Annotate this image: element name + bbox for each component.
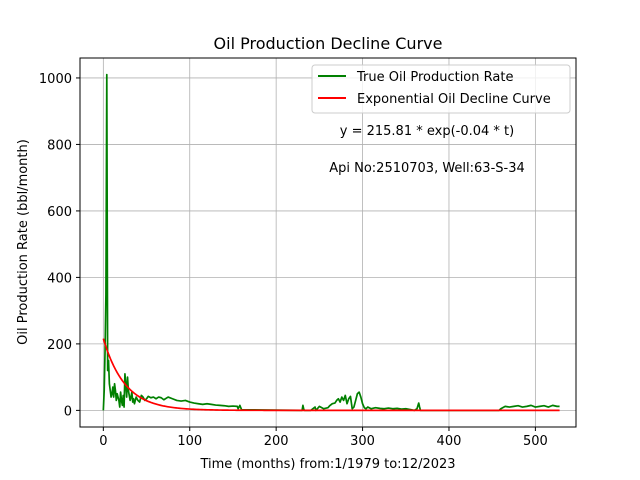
equation-annotation: y = 215.81 * exp(-0.04 * t) [340,124,514,139]
y-axis-label: Oil Production Rate (bbl/month) [16,139,31,345]
plot-area [102,73,560,412]
ticks: 0 100 200 300 400 500 0 200 400 600 800 1000 [39,72,548,449]
y-tick-label: 400 [47,271,72,286]
legend-label-exponential-oil-decline-curve: Exponential Oil Decline Curve [357,92,551,107]
x-tick-label: 500 [523,434,548,449]
grid [80,58,576,427]
x-tick-label: 400 [437,434,462,449]
legend: True Oil Production Rate Exponential Oil… [311,64,571,114]
y-tick-label: 0 [64,404,72,419]
plot-frame [79,57,577,428]
x-tick-label: 300 [350,434,375,449]
y-tick-label: 1000 [39,72,72,87]
y-tick-label: 200 [47,338,72,353]
legend-label-true-oil-production-rate: True Oil Production Rate [356,70,513,85]
x-tick-label: 200 [264,434,289,449]
y-tick-label: 600 [47,205,72,220]
y-tick-label: 800 [47,138,72,153]
x-tick-label: 100 [177,434,202,449]
x-axis-label: Time (months) from:1/1979 to:12/2023 [199,457,455,472]
legend-box [311,64,571,114]
well-annotation: Api No:2510703, Well:63-S-34 [329,161,525,176]
x-tick-label: 0 [99,434,107,449]
series-line-exponential-oil-decline-curve [102,338,560,412]
chart-title: Oil Production Decline Curve [214,34,443,53]
